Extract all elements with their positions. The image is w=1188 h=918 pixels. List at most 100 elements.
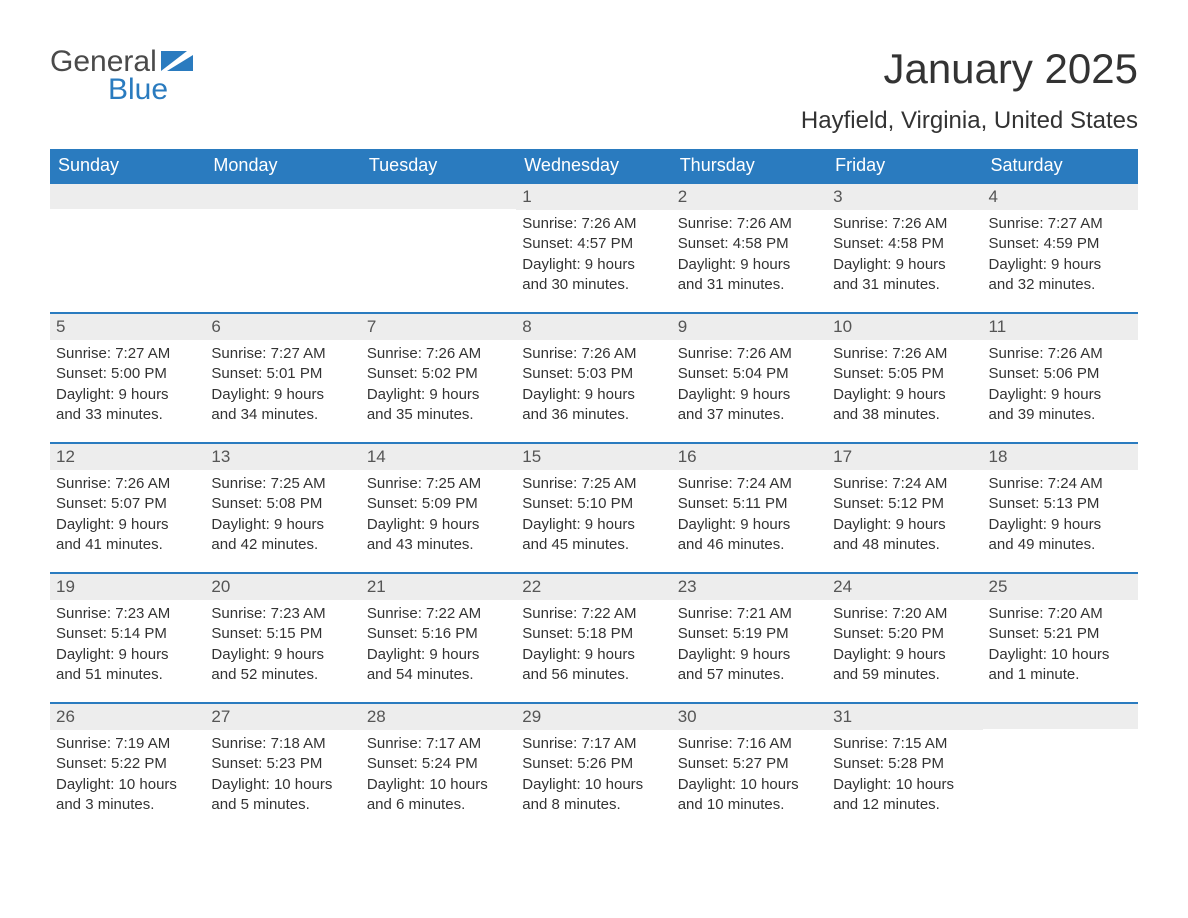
day-number (205, 184, 360, 209)
daylight-line-1: Daylight: 9 hours (989, 385, 1132, 405)
day-body: Sunrise: 7:26 AMSunset: 5:06 PMDaylight:… (983, 340, 1138, 427)
daylight-line-2: and 41 minutes. (56, 535, 199, 555)
day-number: 6 (205, 314, 360, 340)
day-cell: 7Sunrise: 7:26 AMSunset: 5:02 PMDaylight… (361, 314, 516, 442)
daylight-line-2: and 42 minutes. (211, 535, 354, 555)
day-cell: 28Sunrise: 7:17 AMSunset: 5:24 PMDayligh… (361, 704, 516, 832)
sunrise-line: Sunrise: 7:18 AM (211, 734, 354, 754)
day-cell: 3Sunrise: 7:26 AMSunset: 4:58 PMDaylight… (827, 184, 982, 312)
sunrise-line: Sunrise: 7:27 AM (56, 344, 199, 364)
daylight-line-1: Daylight: 10 hours (211, 775, 354, 795)
sunrise-line: Sunrise: 7:23 AM (56, 604, 199, 624)
day-cell: 12Sunrise: 7:26 AMSunset: 5:07 PMDayligh… (50, 444, 205, 572)
sunrise-line: Sunrise: 7:26 AM (989, 344, 1132, 364)
day-cell: 9Sunrise: 7:26 AMSunset: 5:04 PMDaylight… (672, 314, 827, 442)
sunrise-line: Sunrise: 7:26 AM (367, 344, 510, 364)
daylight-line-1: Daylight: 9 hours (367, 515, 510, 535)
day-number: 16 (672, 444, 827, 470)
day-number: 19 (50, 574, 205, 600)
day-number: 13 (205, 444, 360, 470)
day-number: 2 (672, 184, 827, 210)
day-header: Wednesday (516, 149, 671, 182)
day-number: 14 (361, 444, 516, 470)
sunrise-line: Sunrise: 7:22 AM (522, 604, 665, 624)
day-body: Sunrise: 7:26 AMSunset: 5:03 PMDaylight:… (516, 340, 671, 427)
day-body: Sunrise: 7:22 AMSunset: 5:16 PMDaylight:… (361, 600, 516, 687)
day-header: Friday (827, 149, 982, 182)
day-cell: 20Sunrise: 7:23 AMSunset: 5:15 PMDayligh… (205, 574, 360, 702)
day-number: 24 (827, 574, 982, 600)
day-body: Sunrise: 7:24 AMSunset: 5:12 PMDaylight:… (827, 470, 982, 557)
daylight-line-2: and 10 minutes. (678, 795, 821, 815)
sunrise-line: Sunrise: 7:25 AM (211, 474, 354, 494)
daylight-line-1: Daylight: 9 hours (833, 255, 976, 275)
day-body: Sunrise: 7:23 AMSunset: 5:15 PMDaylight:… (205, 600, 360, 687)
day-number: 5 (50, 314, 205, 340)
day-cell: 31Sunrise: 7:15 AMSunset: 5:28 PMDayligh… (827, 704, 982, 832)
sunrise-line: Sunrise: 7:16 AM (678, 734, 821, 754)
sunset-line: Sunset: 5:15 PM (211, 624, 354, 644)
day-cell (983, 704, 1138, 832)
sunset-line: Sunset: 5:10 PM (522, 494, 665, 514)
day-cell (50, 184, 205, 312)
day-number: 28 (361, 704, 516, 730)
day-body: Sunrise: 7:25 AMSunset: 5:08 PMDaylight:… (205, 470, 360, 557)
daylight-line-2: and 30 minutes. (522, 275, 665, 295)
logo-flag-icon (161, 51, 193, 71)
daylight-line-1: Daylight: 10 hours (522, 775, 665, 795)
daylight-line-1: Daylight: 9 hours (989, 255, 1132, 275)
daylight-line-1: Daylight: 9 hours (522, 645, 665, 665)
day-body: Sunrise: 7:20 AMSunset: 5:21 PMDaylight:… (983, 600, 1138, 687)
daylight-line-2: and 3 minutes. (56, 795, 199, 815)
sunset-line: Sunset: 5:21 PM (989, 624, 1132, 644)
logo-word-blue: Blue (108, 73, 168, 107)
sunset-line: Sunset: 5:22 PM (56, 754, 199, 774)
sunset-line: Sunset: 5:13 PM (989, 494, 1132, 514)
sunrise-line: Sunrise: 7:25 AM (522, 474, 665, 494)
day-number: 11 (983, 314, 1138, 340)
day-body: Sunrise: 7:26 AMSunset: 5:02 PMDaylight:… (361, 340, 516, 427)
day-number: 9 (672, 314, 827, 340)
daylight-line-2: and 46 minutes. (678, 535, 821, 555)
sunset-line: Sunset: 5:09 PM (367, 494, 510, 514)
day-body: Sunrise: 7:15 AMSunset: 5:28 PMDaylight:… (827, 730, 982, 817)
day-number: 27 (205, 704, 360, 730)
daylight-line-1: Daylight: 9 hours (678, 515, 821, 535)
day-number (983, 704, 1138, 729)
week-row: 1Sunrise: 7:26 AMSunset: 4:57 PMDaylight… (50, 182, 1138, 312)
sunrise-line: Sunrise: 7:24 AM (678, 474, 821, 494)
daylight-line-2: and 5 minutes. (211, 795, 354, 815)
day-body: Sunrise: 7:19 AMSunset: 5:22 PMDaylight:… (50, 730, 205, 817)
daylight-line-2: and 1 minute. (989, 665, 1132, 685)
sunrise-line: Sunrise: 7:26 AM (522, 344, 665, 364)
day-header: Thursday (672, 149, 827, 182)
day-header: Sunday (50, 149, 205, 182)
calendar: SundayMondayTuesdayWednesdayThursdayFrid… (50, 149, 1138, 832)
day-cell: 29Sunrise: 7:17 AMSunset: 5:26 PMDayligh… (516, 704, 671, 832)
day-number: 25 (983, 574, 1138, 600)
sunset-line: Sunset: 5:20 PM (833, 624, 976, 644)
day-number: 7 (361, 314, 516, 340)
daylight-line-2: and 57 minutes. (678, 665, 821, 685)
day-cell: 4Sunrise: 7:27 AMSunset: 4:59 PMDaylight… (983, 184, 1138, 312)
day-cell: 1Sunrise: 7:26 AMSunset: 4:57 PMDaylight… (516, 184, 671, 312)
sunset-line: Sunset: 5:04 PM (678, 364, 821, 384)
day-body: Sunrise: 7:21 AMSunset: 5:19 PMDaylight:… (672, 600, 827, 687)
sunset-line: Sunset: 5:02 PM (367, 364, 510, 384)
day-number: 22 (516, 574, 671, 600)
week-row: 5Sunrise: 7:27 AMSunset: 5:00 PMDaylight… (50, 312, 1138, 442)
day-number: 20 (205, 574, 360, 600)
day-cell (361, 184, 516, 312)
day-body: Sunrise: 7:27 AMSunset: 5:01 PMDaylight:… (205, 340, 360, 427)
day-body: Sunrise: 7:27 AMSunset: 5:00 PMDaylight:… (50, 340, 205, 427)
sunset-line: Sunset: 5:08 PM (211, 494, 354, 514)
day-body: Sunrise: 7:27 AMSunset: 4:59 PMDaylight:… (983, 210, 1138, 297)
day-body: Sunrise: 7:26 AMSunset: 4:58 PMDaylight:… (827, 210, 982, 297)
sunset-line: Sunset: 5:12 PM (833, 494, 976, 514)
sunrise-line: Sunrise: 7:25 AM (367, 474, 510, 494)
day-cell: 14 Sunrise: 7:25 AMSunset: 5:09 PMDayligh… (361, 444, 516, 572)
day-body: Sunrise: 7:18 AMSunset: 5:23 PMDaylight:… (205, 730, 360, 817)
daylight-line-1: Daylight: 10 hours (367, 775, 510, 795)
sunrise-line: Sunrise: 7:20 AM (989, 604, 1132, 624)
day-cell: 13Sunrise: 7:25 AMSunset: 5:08 PMDayligh… (205, 444, 360, 572)
